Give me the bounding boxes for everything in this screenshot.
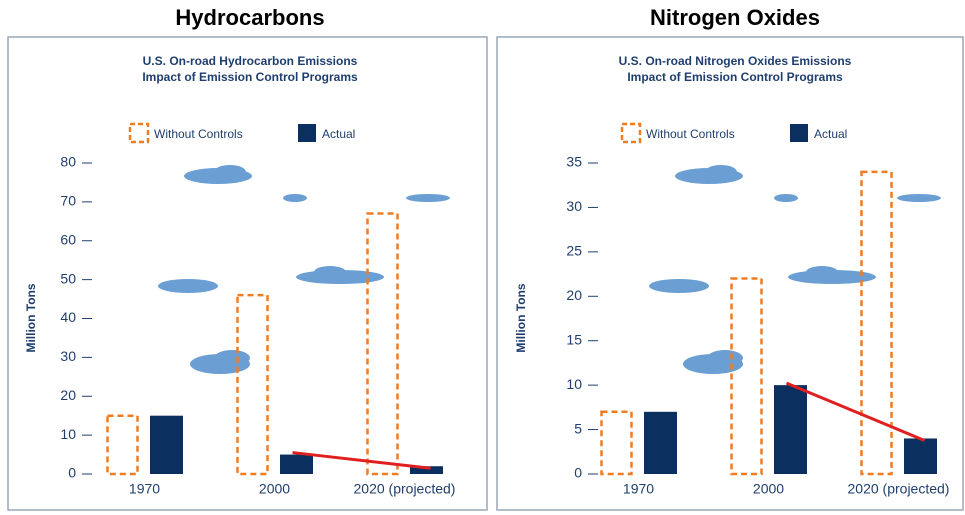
y-tick-label: 30	[60, 348, 76, 364]
y-tick-label: 30	[566, 198, 582, 214]
y-tick-label: 0	[68, 465, 76, 481]
cloud	[158, 165, 941, 374]
x-tick-label: 2020 (projected)	[848, 481, 950, 497]
chart-heading: Nitrogen Oxides	[650, 5, 820, 30]
bar	[366, 212, 399, 476]
legend-swatch	[298, 124, 316, 142]
bar	[150, 415, 183, 474]
bar	[904, 438, 937, 474]
y-tick-label: 60	[60, 231, 76, 247]
x-tick-label: 2000	[259, 481, 290, 497]
chart-title: U.S. On-road Nitrogen Oxides Emissions	[619, 54, 852, 68]
y-tick-label: 50	[60, 270, 76, 286]
bar	[730, 277, 763, 476]
y-tick-label: 10	[60, 426, 76, 442]
y-tick-label: 0	[574, 465, 582, 481]
bar	[600, 410, 633, 476]
bar	[106, 414, 139, 476]
bar	[774, 385, 807, 474]
panel-border	[7, 36, 488, 511]
chart-subtitle: Impact of Emission Control Programs	[142, 70, 358, 84]
y-tick-label: 20	[60, 387, 76, 403]
legend-label: Actual	[322, 127, 355, 141]
y-tick-label: 15	[566, 331, 582, 347]
x-tick-label: 2020 (projected)	[354, 481, 456, 497]
y-axis-label: Million Tons	[24, 283, 38, 352]
y-tick-label: 25	[566, 243, 582, 259]
panel-border	[496, 36, 964, 511]
x-tick-label: 1970	[623, 481, 654, 497]
bar	[860, 170, 893, 476]
y-tick-label: 10	[566, 376, 582, 392]
legend-swatch	[790, 124, 808, 142]
bar	[236, 293, 269, 476]
legend-label: Without Controls	[154, 127, 243, 141]
y-tick-label: 35	[566, 154, 582, 170]
y-tick-label: 5	[574, 420, 582, 436]
legend-label: Actual	[814, 127, 847, 141]
chart-subtitle: Impact of Emission Control Programs	[627, 70, 843, 84]
trend-line	[785, 381, 926, 442]
x-tick-label: 2000	[753, 481, 784, 497]
legend-swatch	[620, 122, 642, 144]
y-axis-label: Million Tons	[514, 283, 528, 352]
legend-swatch	[128, 122, 150, 144]
trend-line	[292, 451, 431, 470]
bar	[410, 466, 443, 474]
x-tick-label: 1970	[129, 481, 160, 497]
legend-label: Without Controls	[646, 127, 735, 141]
chart-title: U.S. On-road Hydrocarbon Emissions	[143, 54, 358, 68]
y-tick-label: 40	[60, 309, 76, 325]
y-tick-label: 70	[60, 193, 76, 209]
bar	[644, 411, 677, 474]
y-tick-label: 20	[566, 287, 582, 303]
y-tick-label: 80	[60, 154, 76, 170]
bar	[280, 454, 313, 474]
chart-heading: Hydrocarbons	[175, 5, 324, 30]
